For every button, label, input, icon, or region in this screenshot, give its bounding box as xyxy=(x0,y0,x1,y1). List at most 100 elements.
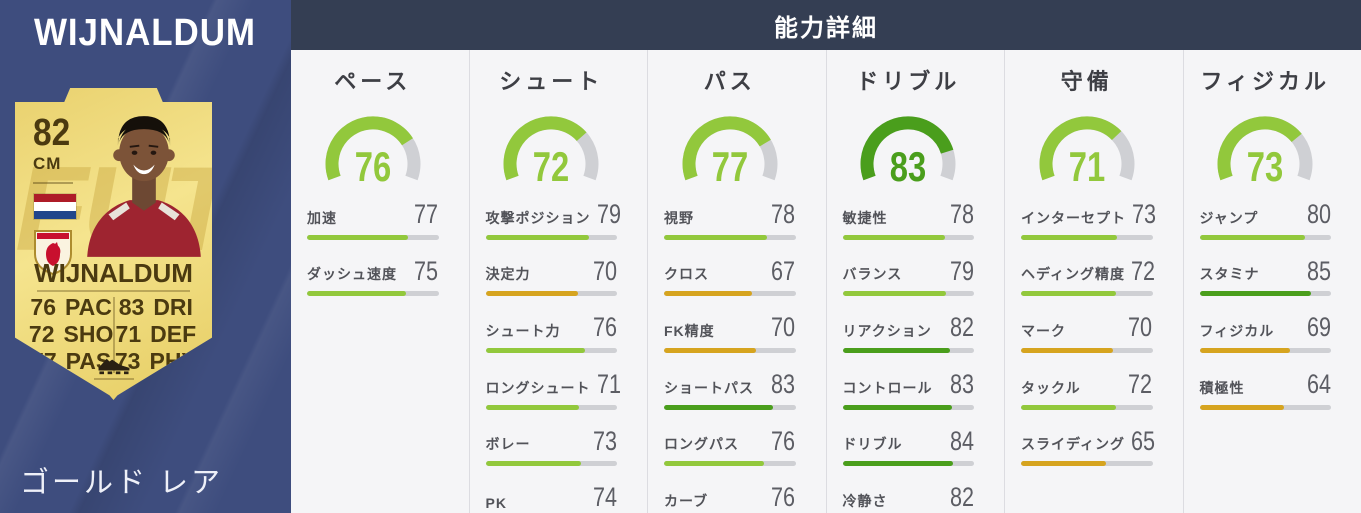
card-bottom-divider xyxy=(93,378,134,380)
stat-bar-fill xyxy=(485,347,586,353)
card-player-name: WIJNALDUM xyxy=(34,258,193,288)
stat-bar xyxy=(307,291,439,297)
stat-bar-fill xyxy=(1021,461,1107,467)
stat-value: 72 xyxy=(1131,255,1156,286)
attributes-panel: 能力詳細 ペース 76 加速 77 ダッシュ速度 75 xyxy=(291,0,1361,513)
player-name: WIJNALDUM xyxy=(34,12,256,54)
stat-list: 加速 77 ダッシュ速度 75 xyxy=(307,199,439,297)
stat-label: 冷静さ xyxy=(842,492,888,509)
stat-bar xyxy=(842,404,974,410)
stat-row: ボレー 73 xyxy=(485,425,617,467)
stat-bar-fill xyxy=(842,404,952,410)
stat-bar-fill xyxy=(485,291,578,297)
stat-label: 加速 xyxy=(307,209,337,226)
stat-value: 70 xyxy=(771,312,796,343)
stat-label: 積極性 xyxy=(1199,379,1245,396)
stat-value: 75 xyxy=(414,255,439,286)
stat-row: ロングパス 76 xyxy=(664,425,796,467)
category-gauge: 72 xyxy=(491,106,611,188)
stat-row: 決定力 70 xyxy=(485,255,617,297)
stat-value: 83 xyxy=(771,368,796,399)
stat-value: 76 xyxy=(771,425,796,456)
stat-list: 敏捷性 78 バランス 79 リアクション 82 コントロール 83 xyxy=(842,201,974,513)
stat-value: 70 xyxy=(592,255,617,286)
stat-value: 73 xyxy=(592,425,617,456)
stat-row: ドリブル 84 xyxy=(842,425,974,467)
panel-title: 能力詳細 xyxy=(774,14,878,42)
stat-row: シュート力 76 xyxy=(485,312,617,353)
category-title: フィジカル xyxy=(1200,69,1331,94)
stat-label: ダッシュ速度 xyxy=(307,266,397,283)
stat-label: インターセプト xyxy=(1021,209,1126,226)
card-stat-row: 72 SHO xyxy=(29,321,114,348)
stat-bar xyxy=(1199,404,1331,410)
stat-bar-fill xyxy=(485,404,579,410)
stat-label: スタミナ xyxy=(1199,266,1260,283)
stat-row: バランス 79 xyxy=(842,255,974,297)
stat-value: 79 xyxy=(949,255,974,286)
stat-label: マーク xyxy=(1021,322,1066,339)
stat-row: スライディング 65 xyxy=(1021,427,1155,467)
liverpool-crest-icon xyxy=(34,230,72,276)
stat-row: タックル 72 xyxy=(1021,371,1153,410)
stat-bar xyxy=(842,234,974,240)
stat-bar-fill xyxy=(842,347,951,353)
stat-value: 64 xyxy=(1306,368,1331,399)
stat-bar xyxy=(1199,234,1331,240)
stat-bar-fill xyxy=(1021,234,1117,240)
stat-label: スライディング xyxy=(1021,436,1126,453)
category-title: ペース xyxy=(334,69,412,94)
stat-row: インターセプト 73 xyxy=(1021,201,1156,240)
attribute-category: ドリブル 83 敏捷性 78 バランス 79 リアクション 82 xyxy=(825,50,1005,513)
stat-bar-fill xyxy=(307,291,406,297)
category-gauge: 71 xyxy=(1027,106,1147,188)
card-name-divider xyxy=(36,290,191,292)
boot-icon xyxy=(98,358,129,375)
stat-row: コントロール 83 xyxy=(842,368,974,410)
card-rating: 82 xyxy=(33,112,71,154)
stat-bar xyxy=(485,461,617,467)
stat-bar xyxy=(485,291,617,297)
stat-list: 視野 78 クロス 67 FK精度 70 ショートパス 83 xyxy=(664,201,796,513)
card-stats-divider xyxy=(113,297,116,373)
stat-value: 84 xyxy=(949,425,974,456)
stat-row: 加速 77 xyxy=(307,199,439,240)
netherlands-flag-icon xyxy=(33,193,77,220)
card-divider xyxy=(33,182,73,184)
stat-value: 70 xyxy=(1128,312,1153,343)
stat-bar-fill xyxy=(307,234,409,240)
card-stat-row: 83 DRI xyxy=(113,294,198,321)
stat-label: ロングパス xyxy=(664,436,739,453)
card-stat-label: PAC xyxy=(65,294,112,320)
card-stat-label: DRI xyxy=(153,294,193,320)
card-stat-value: 76 xyxy=(30,294,56,320)
stat-bar xyxy=(1021,404,1153,410)
stat-bar xyxy=(842,291,974,297)
stat-label: ボレー xyxy=(485,436,531,453)
stat-row: PK 74 xyxy=(486,484,618,513)
stat-bar-fill xyxy=(664,234,767,240)
card-stat-value: 77 xyxy=(31,348,57,374)
stat-row: ヘディング精度 72 xyxy=(1021,255,1156,297)
attribute-category: 守備 71 インターセプト 73 ヘディング精度 72 マーク 70 xyxy=(1004,50,1183,513)
stat-value: 77 xyxy=(414,199,439,229)
stat-bar-fill xyxy=(1021,347,1114,353)
card-stats: 76 PAC 72 SHO 77 PAS 83 DRI 71 DEF 73 PHY xyxy=(29,294,198,375)
category-gauge: 76 xyxy=(313,106,433,188)
attribute-category: シュート 72 攻撃ポジション 79 決定力 70 シュート力 76 xyxy=(468,50,648,513)
stat-row: マーク 70 xyxy=(1021,312,1153,353)
stat-label: 視野 xyxy=(664,209,694,226)
stat-label: 敏捷性 xyxy=(842,209,888,226)
card-stat-row: 76 PAC xyxy=(29,294,114,321)
stat-value: 82 xyxy=(949,312,974,343)
stat-bar-fill xyxy=(1021,404,1116,410)
category-title: 守備 xyxy=(1060,69,1113,94)
stat-value: 83 xyxy=(949,368,974,399)
stat-bar-fill xyxy=(842,461,953,467)
stat-value: 76 xyxy=(592,312,617,343)
stat-row: ダッシュ速度 75 xyxy=(307,255,439,297)
panel-header: 能力詳細 xyxy=(291,0,1361,50)
stat-bar-fill xyxy=(664,404,774,410)
stat-row: 積極性 64 xyxy=(1199,368,1331,410)
stat-bar-fill xyxy=(842,234,946,240)
